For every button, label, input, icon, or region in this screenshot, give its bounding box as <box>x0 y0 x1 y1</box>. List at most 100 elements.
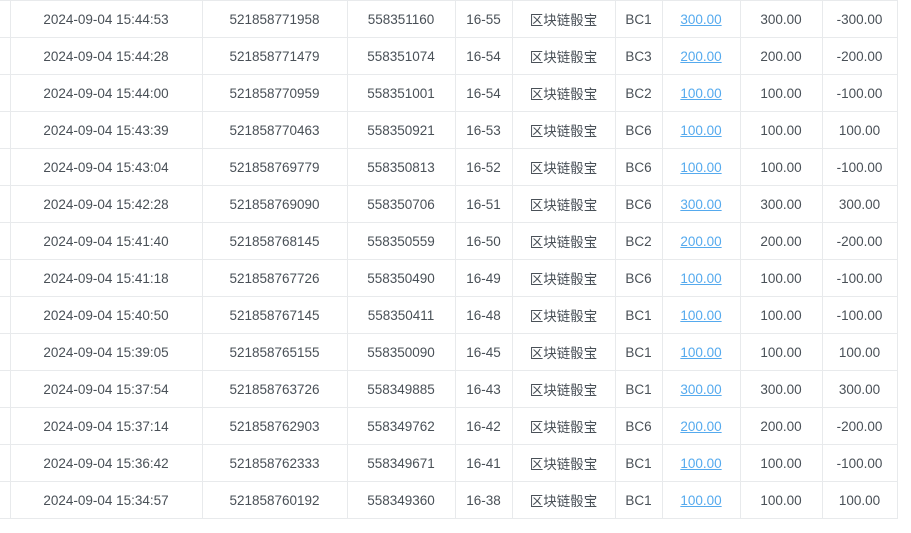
cell-order-number: 521858762903 <box>202 407 348 445</box>
bet-amount-link[interactable]: 300.00 <box>680 381 722 397</box>
cell-bet-time: 2024-09-04 15:40:50 <box>10 296 203 334</box>
cell-valid-amount: 100.00 <box>740 74 823 112</box>
spacer-cell <box>0 407 11 445</box>
cell-bet-option: BC6 <box>615 185 663 223</box>
bet-amount-link[interactable]: 100.00 <box>680 159 722 175</box>
table-row: 2024-09-04 15:34:57 521858760192 558349360… <box>0 481 897 519</box>
cell-bet-amount: 100.00 <box>662 148 741 186</box>
cell-period: 16-55 <box>455 0 513 38</box>
cell-profit-amount: -200.00 <box>822 37 897 75</box>
cell-valid-amount: 100.00 <box>740 481 823 519</box>
cell-order-number: 521858760192 <box>202 481 348 519</box>
cell-period: 16-38 <box>455 481 513 519</box>
bet-amount-link[interactable]: 100.00 <box>680 122 722 138</box>
cell-game-name: 区块链骰宝 <box>512 333 616 371</box>
cell-round-number: 558350706 <box>347 185 456 223</box>
cell-period: 16-54 <box>455 37 513 75</box>
cell-period: 16-52 <box>455 148 513 186</box>
cell-bet-amount: 100.00 <box>662 296 741 334</box>
cell-valid-amount: 100.00 <box>740 444 823 482</box>
cell-bet-amount: 100.00 <box>662 481 741 519</box>
table-row: 2024-09-04 15:36:42 521858762333 558349671… <box>0 444 897 482</box>
cell-round-number: 558350921 <box>347 111 456 149</box>
table-row: 2024-09-04 15:37:14 521858762903 558349762… <box>0 407 897 445</box>
bet-amount-link[interactable]: 200.00 <box>680 418 722 434</box>
bet-amount-link[interactable]: 200.00 <box>680 48 722 64</box>
cell-game-name: 区块链骰宝 <box>512 259 616 297</box>
bet-amount-link[interactable]: 100.00 <box>680 344 722 360</box>
cell-bet-time: 2024-09-04 15:42:28 <box>10 185 203 223</box>
cell-profit-amount: -300.00 <box>822 0 897 38</box>
cell-bet-option: BC1 <box>615 296 663 334</box>
bet-amount-link[interactable]: 300.00 <box>680 196 722 212</box>
table-row: 2024-09-04 15:41:18 521858767726 558350490… <box>0 259 897 297</box>
cell-order-number: 521858770959 <box>202 74 348 112</box>
cell-bet-time: 2024-09-04 15:41:18 <box>10 259 203 297</box>
cell-profit-amount: 100.00 <box>822 111 897 149</box>
bet-amount-link[interactable]: 100.00 <box>680 270 722 286</box>
cell-bet-option: BC1 <box>615 444 663 482</box>
cell-valid-amount: 200.00 <box>740 222 823 260</box>
cell-round-number: 558349671 <box>347 444 456 482</box>
bet-amount-link[interactable]: 300.00 <box>680 11 722 27</box>
bet-amount-link[interactable]: 100.00 <box>680 85 722 101</box>
bet-amount-link[interactable]: 100.00 <box>680 307 722 323</box>
cell-game-name: 区块链骰宝 <box>512 222 616 260</box>
bet-amount-link[interactable]: 100.00 <box>680 492 722 508</box>
bet-amount-link[interactable]: 100.00 <box>680 455 722 471</box>
spacer-cell <box>0 444 11 482</box>
table-row: 2024-09-04 15:39:05 521858765155 558350090… <box>0 333 897 371</box>
cell-order-number: 521858771958 <box>202 0 348 38</box>
cell-round-number: 558349762 <box>347 407 456 445</box>
cell-game-name: 区块链骰宝 <box>512 407 616 445</box>
cell-bet-option: BC2 <box>615 222 663 260</box>
cell-game-name: 区块链骰宝 <box>512 0 616 38</box>
cell-game-name: 区块链骰宝 <box>512 481 616 519</box>
cell-profit-amount: 100.00 <box>822 333 897 371</box>
cell-profit-amount: -200.00 <box>822 222 897 260</box>
cell-bet-amount: 300.00 <box>662 370 741 408</box>
spacer-cell <box>0 259 11 297</box>
spacer-cell <box>0 296 11 334</box>
cell-profit-amount: -100.00 <box>822 74 897 112</box>
table-row: 2024-09-04 15:43:04 521858769779 558350813… <box>0 148 897 186</box>
cell-valid-amount: 300.00 <box>740 185 823 223</box>
spacer-cell <box>0 481 11 519</box>
cell-order-number: 521858770463 <box>202 111 348 149</box>
cell-profit-amount: 300.00 <box>822 185 897 223</box>
cell-round-number: 558351160 <box>347 0 456 38</box>
cell-profit-amount: -100.00 <box>822 148 897 186</box>
cell-order-number: 521858767145 <box>202 296 348 334</box>
cell-period: 16-53 <box>455 111 513 149</box>
table-row: 2024-09-04 15:43:39 521858770463 558350921… <box>0 111 897 149</box>
table-row: 2024-09-04 15:44:28 521858771479 558351074… <box>0 37 897 75</box>
cell-bet-amount: 100.00 <box>662 111 741 149</box>
cell-game-name: 区块链骰宝 <box>512 370 616 408</box>
cell-bet-option: BC6 <box>615 111 663 149</box>
cell-profit-amount: -100.00 <box>822 296 897 334</box>
cell-round-number: 558349885 <box>347 370 456 408</box>
cell-valid-amount: 300.00 <box>740 370 823 408</box>
cell-bet-amount: 200.00 <box>662 37 741 75</box>
cell-bet-option: BC1 <box>615 333 663 371</box>
spacer-cell <box>0 148 11 186</box>
spacer-cell <box>0 370 11 408</box>
bet-amount-link[interactable]: 200.00 <box>680 233 722 249</box>
cell-bet-amount: 100.00 <box>662 74 741 112</box>
cell-game-name: 区块链骰宝 <box>512 37 616 75</box>
table-row: 2024-09-04 15:42:28 521858769090 558350706… <box>0 185 897 223</box>
table-body: 2024-09-04 15:44:53 521858771958 558351160… <box>0 0 897 519</box>
cell-valid-amount: 100.00 <box>740 259 823 297</box>
cell-profit-amount: -200.00 <box>822 407 897 445</box>
cell-bet-time: 2024-09-04 15:37:14 <box>10 407 203 445</box>
cell-bet-option: BC6 <box>615 407 663 445</box>
cell-order-number: 521858768145 <box>202 222 348 260</box>
cell-period: 16-50 <box>455 222 513 260</box>
cell-bet-time: 2024-09-04 15:37:54 <box>10 370 203 408</box>
cell-profit-amount: -100.00 <box>822 259 897 297</box>
cell-bet-time: 2024-09-04 15:43:04 <box>10 148 203 186</box>
cell-bet-amount: 100.00 <box>662 444 741 482</box>
cell-bet-option: BC1 <box>615 370 663 408</box>
cell-bet-option: BC3 <box>615 37 663 75</box>
cell-bet-option: BC6 <box>615 148 663 186</box>
